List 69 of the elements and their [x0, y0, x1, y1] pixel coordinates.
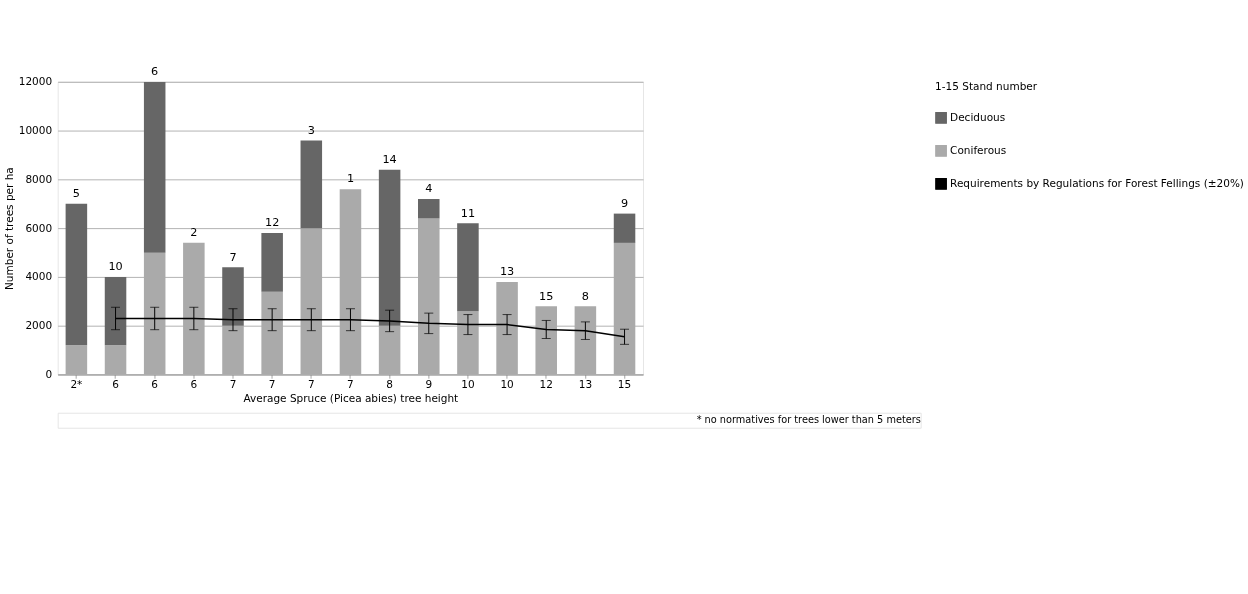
- annotation: 1: [346, 172, 355, 186]
- bar: [261, 233, 283, 292]
- y-tick-label: 0: [45, 367, 53, 380]
- bar: [535, 306, 557, 375]
- y-tick-label: 6000: [25, 221, 53, 234]
- x-tick-label: 7: [347, 378, 354, 391]
- x-tick-label: 9: [425, 378, 433, 391]
- x-tick-label: 2*: [70, 378, 83, 391]
- bar: [183, 242, 205, 375]
- bar: [222, 325, 244, 375]
- legend-label: Coniferous: [950, 143, 1007, 156]
- annotation: 4: [425, 182, 433, 196]
- bar: [378, 169, 401, 326]
- y-tick-label: 4000: [25, 270, 53, 283]
- bar: [143, 252, 166, 375]
- annotation: 2: [190, 226, 198, 240]
- x-axis-title: Average Spruce (Picea abies) tree height: [243, 391, 459, 404]
- bar: [378, 325, 401, 375]
- annotation: 7: [229, 250, 237, 264]
- y-tick-label: 10000: [18, 124, 53, 137]
- bar: [574, 306, 597, 375]
- bar: [143, 81, 166, 253]
- annotation: 8: [581, 289, 589, 303]
- annotation: 14: [382, 152, 397, 166]
- bar: [104, 345, 127, 375]
- annotation: 5: [72, 187, 80, 201]
- bar: [65, 203, 88, 346]
- bar: [261, 291, 283, 375]
- bar: [418, 198, 440, 219]
- x-tick-label: 7: [307, 378, 315, 391]
- annotation: 10: [108, 260, 123, 274]
- annotation: 15: [539, 289, 554, 303]
- x-tick-label: 15: [617, 378, 632, 391]
- bar: [496, 281, 518, 375]
- bar: [457, 311, 479, 375]
- bar: [104, 277, 127, 346]
- x-tick-label: 8: [386, 378, 393, 391]
- x-tick-label: 6: [190, 378, 198, 391]
- x-tick-label: 7: [229, 378, 237, 391]
- y-axis-title: Number of trees per ha: [3, 167, 16, 290]
- y-tick-label: 8000: [25, 172, 53, 185]
- x-tick-label: 10: [461, 378, 475, 391]
- bar: [300, 228, 323, 375]
- x-tick-label: 7: [268, 378, 276, 391]
- bar: [418, 218, 440, 375]
- text: * no normatives for trees lower than 5 meters: [696, 414, 921, 426]
- annotation: 3: [307, 123, 315, 137]
- legend-label: Requirements by Regulations for Forest Fellings (±20%): [950, 176, 1244, 189]
- bar: [613, 242, 636, 375]
- y-tick-label: 2000: [25, 319, 53, 332]
- x-tick-label: 6: [151, 378, 159, 391]
- legend-title: 1-15 Stand number: [935, 80, 1038, 93]
- annotation: 9: [620, 196, 629, 210]
- bar: [65, 345, 88, 375]
- bar: [222, 267, 244, 326]
- annotation: 13: [499, 265, 515, 279]
- y-tick-label: 12000: [18, 75, 53, 88]
- x-tick-label: 10: [500, 378, 514, 391]
- text: 6: [151, 65, 159, 79]
- legend-label: Deciduous: [950, 110, 1006, 123]
- bar: [339, 189, 362, 375]
- bar: [300, 140, 323, 229]
- annotation: 11: [460, 206, 476, 220]
- x-tick-label: 6: [112, 378, 120, 391]
- annotation: 12: [264, 216, 280, 230]
- bar: [457, 223, 479, 312]
- x-tick-label: 12: [539, 378, 553, 391]
- bar: [613, 213, 636, 243]
- x-tick-label: 13: [578, 378, 593, 391]
